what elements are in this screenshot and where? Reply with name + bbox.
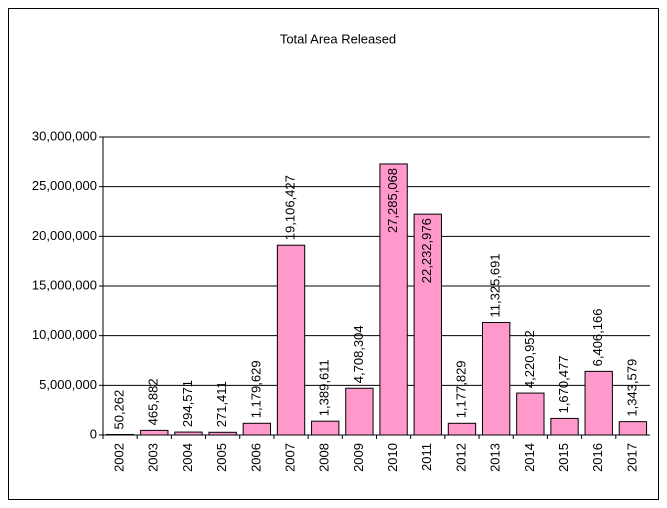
- value-label: 4,708,304: [351, 325, 366, 383]
- x-tick-label: 2017: [624, 443, 639, 472]
- x-tick-label: 2003: [146, 443, 161, 472]
- y-tick-label: 0: [90, 426, 97, 441]
- value-label: 1,179,629: [248, 360, 263, 418]
- bar: [242, 422, 272, 436]
- x-tick-label: 2008: [317, 443, 332, 472]
- x-tick-label: 2005: [214, 443, 229, 472]
- x-tick-label: 2015: [556, 443, 571, 472]
- x-tick-label: 2004: [180, 443, 195, 472]
- y-tick-label: 15,000,000: [32, 277, 97, 292]
- x-tick-label: 2016: [590, 443, 605, 472]
- bar: [618, 421, 648, 436]
- x-tick-label: 2006: [248, 443, 263, 472]
- bar: [550, 417, 579, 436]
- x-tick-label: 2014: [522, 443, 537, 472]
- x-tick-label: 2012: [453, 443, 468, 472]
- bar: [276, 244, 306, 436]
- bar: [584, 370, 613, 436]
- value-label: 27,285,068: [385, 168, 400, 233]
- y-tick-label: 25,000,000: [32, 178, 97, 193]
- value-label: 1,343,579: [624, 359, 639, 417]
- value-label: 19,106,427: [282, 175, 297, 240]
- value-label: 1,177,829: [453, 360, 468, 418]
- x-tick-label: 2011: [419, 443, 434, 471]
- bar: [516, 392, 545, 436]
- bar: [413, 213, 442, 436]
- x-tick-label: 2010: [385, 443, 400, 472]
- bar: [345, 387, 374, 436]
- value-label: 465,882: [146, 378, 161, 425]
- x-tick-label: 2013: [488, 443, 503, 472]
- value-label: 22,232,976: [419, 218, 434, 283]
- x-tick-label: 2002: [112, 443, 127, 472]
- x-tick-label: 2007: [282, 443, 297, 472]
- y-tick-label: 30,000,000: [32, 128, 97, 143]
- value-label: 271,411: [214, 381, 229, 427]
- bar: [481, 321, 511, 436]
- y-tick-label: 20,000,000: [32, 228, 97, 243]
- bar: [447, 422, 477, 436]
- chart-border: [8, 8, 659, 500]
- value-label: 294,571: [180, 380, 195, 427]
- value-label: 1,670,477: [556, 356, 571, 414]
- value-label: 50,262: [112, 390, 127, 430]
- y-tick-label: 10,000,000: [32, 327, 97, 342]
- value-label: 1,389,611: [317, 359, 332, 416]
- x-tick-label: 2009: [351, 443, 366, 472]
- value-label: 4,220,952: [522, 330, 537, 388]
- bar: [140, 429, 169, 436]
- value-label: 11,325,691: [488, 253, 503, 317]
- value-label: 6,406,166: [590, 309, 605, 367]
- chart-title: Total Area Released: [280, 31, 396, 46]
- bar: [311, 420, 340, 436]
- y-tick-label: 5,000,000: [39, 377, 97, 392]
